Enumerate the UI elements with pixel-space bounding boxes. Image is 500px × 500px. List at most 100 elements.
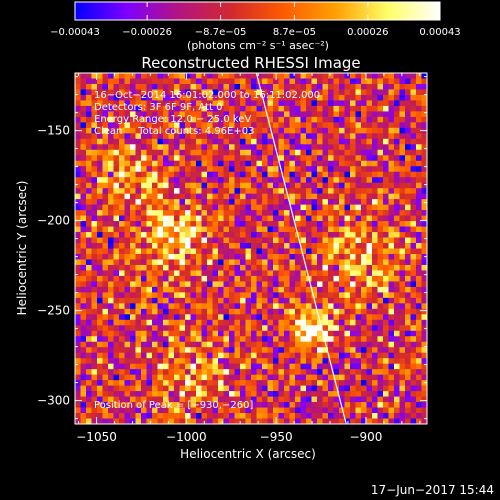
- heatmap-cell: [416, 319, 422, 326]
- heatmap-cell: [278, 325, 285, 332]
- heatmap-cell: [355, 105, 362, 112]
- heatmap-cell: [201, 182, 208, 189]
- heatmap-cell: [273, 292, 279, 299]
- heatmap-cell: [399, 210, 406, 216]
- heatmap-cell: [97, 347, 103, 353]
- heatmap-cell: [157, 253, 164, 260]
- heatmap-cell: [333, 89, 340, 96]
- heatmap-cell: [234, 407, 241, 414]
- heatmap-cell: [344, 303, 351, 310]
- heatmap-cell: [223, 385, 230, 392]
- heatmap-cell: [311, 341, 318, 348]
- heatmap-cell: [262, 292, 268, 299]
- heatmap-cell: [102, 292, 109, 299]
- heatmap-cell: [119, 330, 125, 337]
- heatmap-cell: [410, 286, 417, 293]
- heatmap-cell: [174, 232, 180, 238]
- heatmap-cell: [416, 325, 422, 332]
- heatmap-cell: [421, 341, 427, 348]
- heatmap-cell: [333, 319, 340, 326]
- heatmap-cell: [190, 171, 197, 178]
- heatmap-cell: [152, 105, 158, 112]
- heatmap-cell: [388, 336, 395, 343]
- heatmap-cell: [344, 248, 351, 255]
- heatmap-cell: [333, 248, 340, 255]
- heatmap-cell: [278, 221, 285, 227]
- heatmap-cell: [372, 210, 378, 216]
- heatmap-cell: [344, 341, 351, 348]
- heatmap-cell: [113, 73, 120, 79]
- heatmap-cell: [278, 127, 285, 134]
- heatmap-cell: [311, 369, 318, 375]
- heatmap-cell: [344, 166, 351, 173]
- heatmap-cell: [207, 380, 213, 386]
- heatmap-cell: [135, 352, 142, 359]
- heatmap-cell: [350, 149, 356, 156]
- heatmap-cell: [146, 177, 153, 183]
- heatmap-cell: [306, 418, 312, 424]
- heatmap-cell: [421, 243, 427, 249]
- heatmap-cell: [135, 281, 142, 288]
- heatmap-cell: [262, 402, 268, 408]
- heatmap-cell: [152, 286, 158, 293]
- heatmap-cell: [317, 281, 323, 288]
- heatmap-cell: [86, 94, 92, 101]
- heatmap-cell: [91, 248, 98, 255]
- heatmap-cell: [322, 369, 329, 375]
- heatmap-cell: [383, 149, 389, 156]
- heatmap-cell: [130, 232, 136, 238]
- heatmap-cell: [201, 374, 208, 381]
- heatmap-cell: [256, 221, 263, 227]
- heatmap-cell: [361, 292, 367, 299]
- heatmap-cell: [361, 314, 367, 321]
- heatmap-cell: [146, 248, 153, 255]
- heatmap-cell: [179, 330, 186, 337]
- heatmap-cell: [91, 127, 98, 134]
- heatmap-cell: [157, 391, 164, 397]
- heatmap-cell: [306, 160, 312, 167]
- heatmap-cell: [388, 396, 395, 403]
- heatmap-cell: [240, 232, 246, 238]
- heatmap-cell: [240, 226, 246, 233]
- heatmap-cell: [240, 138, 246, 145]
- heatmap-cell: [196, 105, 202, 112]
- heatmap-cell: [333, 149, 340, 156]
- heatmap-cell: [350, 177, 356, 183]
- heatmap-cell: [262, 330, 268, 337]
- heatmap-cell: [273, 407, 279, 414]
- heatmap-cell: [306, 193, 312, 200]
- heatmap-cell: [383, 127, 389, 134]
- heatmap-cell: [168, 248, 175, 255]
- heatmap-cell: [339, 336, 345, 343]
- heatmap-cell: [152, 281, 158, 288]
- heatmap-cell: [130, 133, 136, 140]
- heatmap-cell: [267, 319, 274, 326]
- heatmap-cell: [212, 89, 219, 96]
- heatmap-cell: [157, 221, 164, 227]
- heatmap-cell: [344, 270, 351, 277]
- heatmap-cell: [179, 188, 186, 194]
- heatmap-cell: [377, 303, 384, 310]
- colorbar-unit-label: (photons cm⁻² s⁻¹ asec⁻²): [187, 39, 329, 52]
- heatmap-cell: [421, 83, 427, 90]
- heatmap-cell: [383, 204, 389, 211]
- heatmap-cell: [234, 177, 241, 183]
- heatmap-cell: [273, 221, 279, 227]
- heatmap-cell: [410, 369, 417, 375]
- heatmap-cell: [267, 243, 274, 249]
- heatmap-cell: [240, 111, 246, 118]
- heatmap-cell: [91, 380, 98, 386]
- heatmap-cell: [245, 380, 252, 386]
- heatmap-cell: [306, 215, 312, 222]
- heatmap-cell: [245, 319, 252, 326]
- heatmap-cell: [124, 166, 131, 173]
- heatmap-cell: [366, 325, 373, 332]
- heatmap-cell: [146, 264, 153, 271]
- heatmap-cell: [97, 314, 103, 321]
- heatmap-cell: [300, 111, 307, 118]
- heatmap-cell: [190, 275, 197, 282]
- heatmap-cell: [91, 89, 98, 96]
- heatmap-cell: [278, 73, 285, 79]
- heatmap-cell: [355, 188, 362, 194]
- heatmap-cell: [267, 199, 274, 205]
